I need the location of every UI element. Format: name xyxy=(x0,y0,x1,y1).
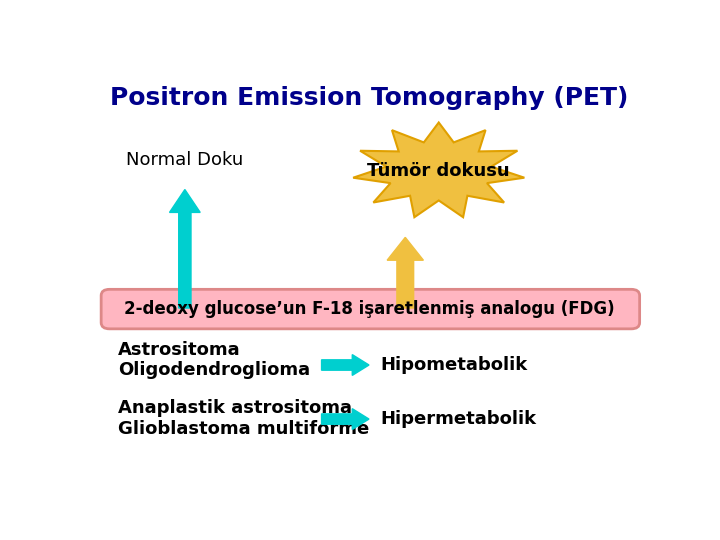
Text: Hipermetabolik: Hipermetabolik xyxy=(380,410,536,428)
Polygon shape xyxy=(353,123,524,217)
FancyBboxPatch shape xyxy=(101,289,639,329)
Text: Tümör dokusu: Tümör dokusu xyxy=(367,162,510,180)
FancyArrow shape xyxy=(169,190,200,308)
Text: Hipometabolik: Hipometabolik xyxy=(380,356,528,374)
Text: Normal Doku: Normal Doku xyxy=(126,151,243,170)
FancyArrow shape xyxy=(387,238,423,308)
FancyArrow shape xyxy=(322,409,369,429)
FancyArrow shape xyxy=(322,355,369,375)
Text: 2-deoxy glucose’un F-18 işaretlenmiş analogu (FDG): 2-deoxy glucose’un F-18 işaretlenmiş ana… xyxy=(124,300,614,318)
Text: Oligodendroglioma: Oligodendroglioma xyxy=(118,361,310,380)
Text: Astrositoma: Astrositoma xyxy=(118,341,240,359)
Text: Glioblastoma multiforme: Glioblastoma multiforme xyxy=(118,420,369,437)
Text: Positron Emission Tomography (PET): Positron Emission Tomography (PET) xyxy=(110,85,628,110)
Text: Anaplastik astrositoma: Anaplastik astrositoma xyxy=(118,399,352,417)
